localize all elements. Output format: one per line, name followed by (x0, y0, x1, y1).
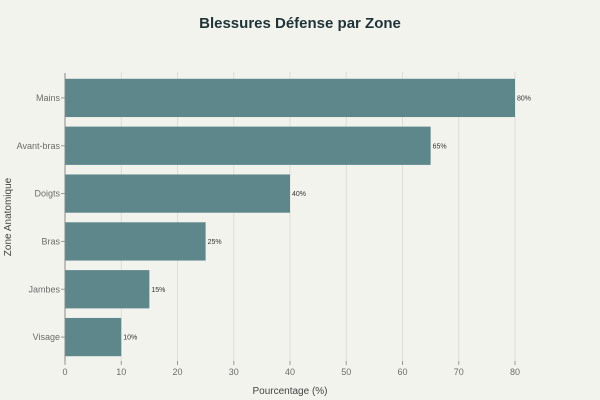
x-tick-label: 0 (62, 367, 67, 377)
x-tick-label: 20 (172, 367, 182, 377)
x-tick-label: 10 (116, 367, 126, 377)
y-tick-label: Avant-bras (17, 141, 61, 151)
data-label: 40% (292, 191, 306, 198)
data-label: 10% (123, 335, 137, 342)
x-tick-label: 30 (229, 367, 239, 377)
grid (120, 72, 516, 361)
data-label: 25% (208, 239, 222, 246)
bar-jambes (65, 270, 150, 309)
data-label: 15% (151, 287, 165, 294)
x-tick-label: 80 (510, 367, 520, 377)
x-axis-label: Pourcentage (%) (252, 386, 327, 397)
bars: 80% 65% 40% 25% 15% 10% (65, 78, 531, 357)
x-tick-label: 40 (285, 367, 295, 377)
bar-visage (65, 317, 122, 357)
y-ticks: Mains Avant-bras Doigts Bras Jambes Visage (17, 93, 65, 342)
x-tick-label: 70 (454, 367, 464, 377)
y-tick-label: Visage (33, 332, 60, 342)
bar-doigts (65, 174, 290, 213)
chart-title: Blessures Défense par Zone (199, 15, 401, 32)
y-tick-label: Jambes (28, 284, 60, 294)
y-tick-label: Bras (41, 236, 60, 246)
x-tick-label: 50 (341, 367, 351, 377)
x-tick-label: 60 (397, 367, 407, 377)
data-label: 65% (433, 143, 447, 150)
bar-avant-bras (65, 126, 431, 165)
y-tick-label: Mains (36, 93, 61, 103)
bar-bras (65, 222, 206, 261)
data-label: 80% (517, 95, 531, 102)
x-ticks: 0 10 20 30 40 50 60 70 80 (62, 361, 520, 377)
y-axis-label: Zone Anatomique (3, 177, 14, 256)
y-tick-label: Doigts (34, 189, 60, 199)
bar-mains (65, 78, 515, 118)
